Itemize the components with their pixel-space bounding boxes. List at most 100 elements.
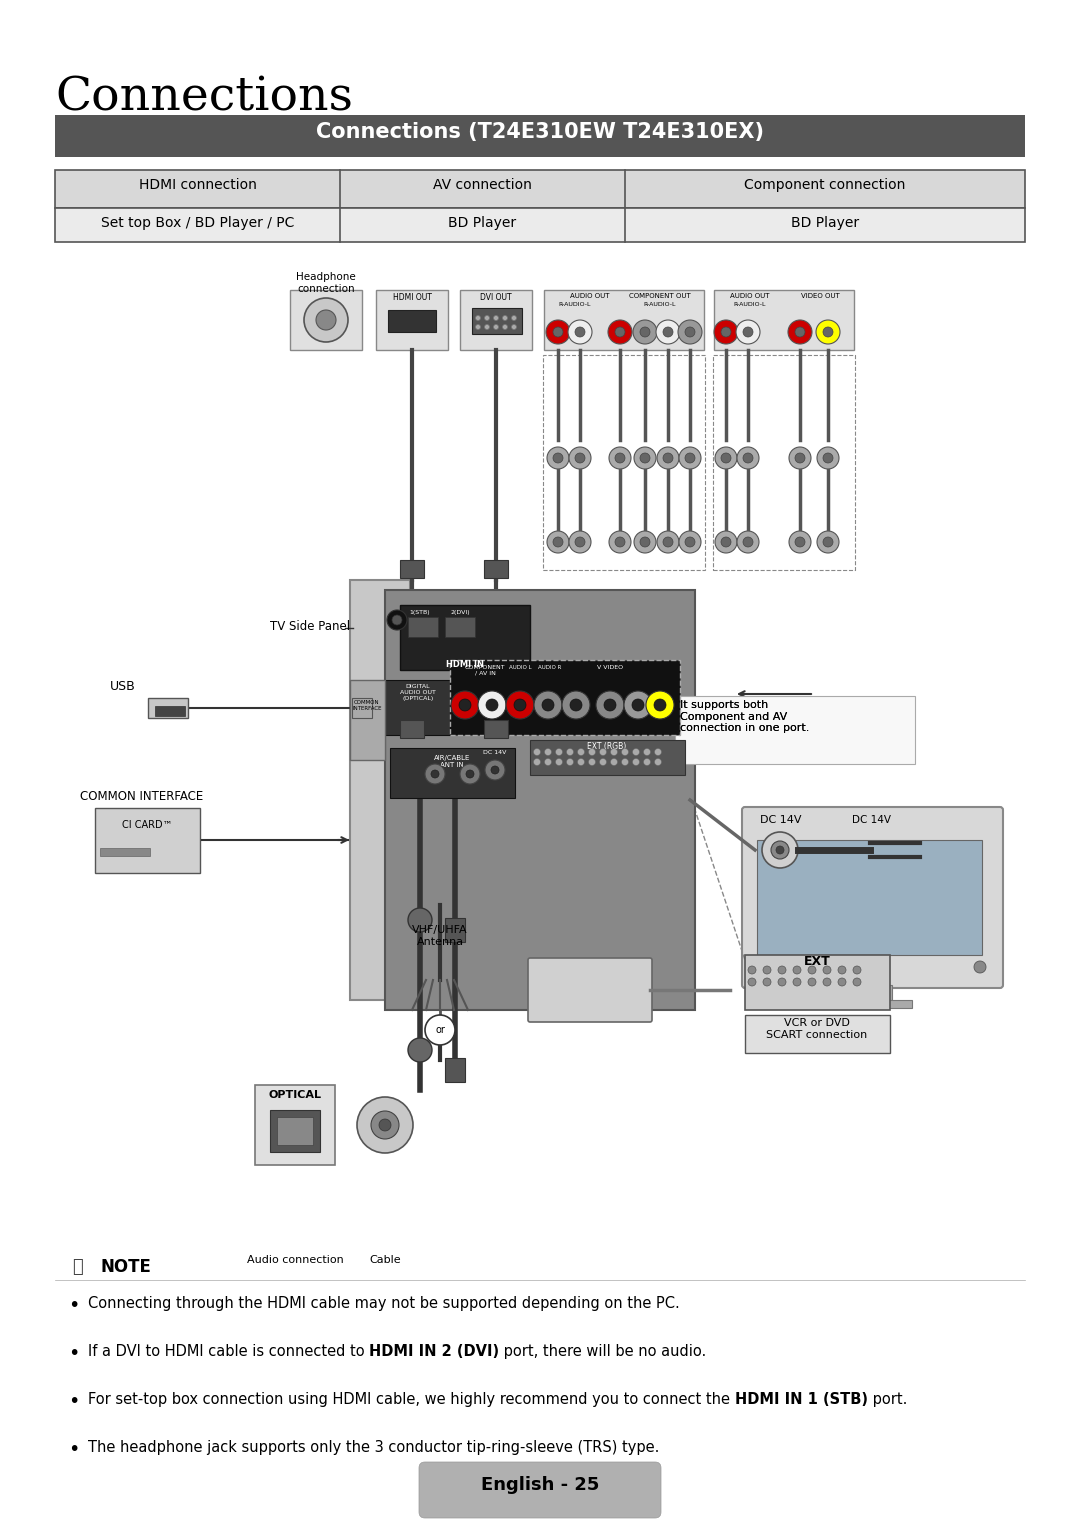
Circle shape [608,321,632,344]
Circle shape [408,908,432,933]
Text: TV Side Panel: TV Side Panel [270,620,350,634]
Circle shape [778,966,786,974]
Text: or: or [435,1025,445,1035]
Circle shape [569,531,591,552]
Text: Connections: Connections [55,75,353,120]
Circle shape [793,966,801,974]
Circle shape [762,966,771,974]
Circle shape [534,690,562,719]
Text: It supports both
Component and AV
connection in one port.: It supports both Component and AV connec… [680,700,809,733]
FancyBboxPatch shape [291,290,362,350]
FancyBboxPatch shape [484,719,508,738]
Circle shape [575,327,585,337]
Text: AUDIO OUT: AUDIO OUT [570,293,610,299]
Circle shape [853,979,861,986]
FancyBboxPatch shape [400,719,424,738]
Circle shape [823,453,833,463]
FancyBboxPatch shape [484,560,508,578]
Circle shape [654,700,666,710]
FancyBboxPatch shape [544,290,704,350]
Circle shape [553,327,563,337]
FancyBboxPatch shape [450,660,680,735]
FancyBboxPatch shape [55,256,1025,1175]
Circle shape [408,1039,432,1062]
Circle shape [853,966,861,974]
Circle shape [974,960,986,973]
Circle shape [714,321,738,344]
Circle shape [485,316,489,321]
Text: 1(STB): 1(STB) [409,611,430,615]
Circle shape [737,446,759,469]
Circle shape [544,749,552,756]
FancyBboxPatch shape [714,290,854,350]
Text: USB: USB [110,680,136,693]
Circle shape [486,700,498,710]
Circle shape [372,1111,399,1140]
Circle shape [624,690,652,719]
Text: Headphone
connection: Headphone connection [296,272,356,293]
Text: V VIDEO: V VIDEO [597,666,623,670]
Circle shape [621,758,629,765]
Text: English - 25: English - 25 [481,1476,599,1494]
FancyBboxPatch shape [528,959,652,1022]
Circle shape [816,321,840,344]
FancyBboxPatch shape [148,698,188,718]
FancyBboxPatch shape [408,617,438,637]
Circle shape [568,321,592,344]
Circle shape [542,700,554,710]
FancyBboxPatch shape [472,308,522,334]
FancyBboxPatch shape [384,680,450,735]
FancyBboxPatch shape [445,917,465,942]
Circle shape [789,446,811,469]
FancyBboxPatch shape [55,115,1025,156]
Circle shape [569,446,591,469]
Text: HDMI IN: HDMI IN [446,660,484,669]
Circle shape [357,1097,413,1154]
Circle shape [777,845,784,854]
Circle shape [808,979,816,986]
FancyBboxPatch shape [384,591,696,1009]
Circle shape [743,453,753,463]
Text: DC 14V: DC 14V [760,815,801,825]
Circle shape [634,531,656,552]
Circle shape [721,327,731,337]
Circle shape [534,749,540,756]
Text: Connecting through the HDMI cable may not be supported depending on the PC.: Connecting through the HDMI cable may no… [87,1296,679,1312]
Circle shape [795,453,805,463]
Circle shape [451,690,480,719]
Circle shape [494,316,499,321]
Circle shape [816,446,839,469]
FancyBboxPatch shape [445,617,475,637]
Circle shape [615,327,625,337]
Circle shape [633,749,639,756]
Circle shape [685,327,696,337]
Circle shape [715,446,737,469]
FancyBboxPatch shape [745,1016,890,1052]
Text: R-AUDIO-L: R-AUDIO-L [733,302,766,307]
FancyBboxPatch shape [419,1462,661,1519]
Circle shape [512,316,516,321]
FancyBboxPatch shape [675,696,915,764]
Circle shape [387,611,407,630]
FancyBboxPatch shape [742,807,1003,988]
Circle shape [838,979,846,986]
Circle shape [610,749,618,756]
Text: HDMI IN 2 (DVI): HDMI IN 2 (DVI) [369,1344,499,1359]
Text: VIDEO OUT: VIDEO OUT [800,293,839,299]
Text: BD Player: BD Player [791,216,859,230]
Text: DIGITAL
AUDIO OUT
(OPTICAL): DIGITAL AUDIO OUT (OPTICAL) [400,684,436,701]
FancyBboxPatch shape [400,560,424,578]
FancyBboxPatch shape [276,1117,313,1144]
Text: •: • [68,1391,79,1411]
Text: Set top Box / BD Player / PC: Set top Box / BD Player / PC [100,216,294,230]
Circle shape [502,316,508,321]
Circle shape [459,700,471,710]
Circle shape [762,979,771,986]
Circle shape [823,327,833,337]
Circle shape [578,758,584,765]
Circle shape [632,700,644,710]
FancyBboxPatch shape [376,290,448,350]
Text: port.: port. [867,1391,907,1407]
Circle shape [743,327,753,337]
Circle shape [721,453,731,463]
